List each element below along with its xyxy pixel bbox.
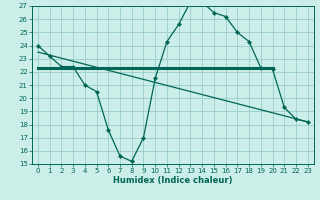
X-axis label: Humidex (Indice chaleur): Humidex (Indice chaleur) <box>113 176 233 185</box>
